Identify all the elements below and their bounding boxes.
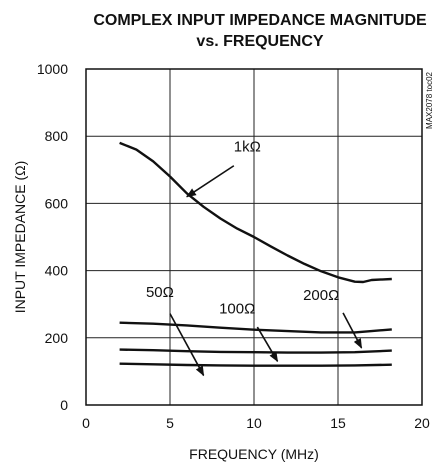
x-tick-label: 10 <box>246 415 262 431</box>
chart-title-line1: COMPLEX INPUT IMPEDANCE MAGNITUDE <box>93 12 427 29</box>
series-annotation-label: 200Ω <box>303 287 339 304</box>
series-line <box>119 348 392 354</box>
x-tick-label: 0 <box>82 415 90 431</box>
annotation-arrow <box>185 165 235 198</box>
series-lines <box>119 141 392 367</box>
plot-frame <box>85 68 423 406</box>
y-tick-label: 600 <box>45 195 69 211</box>
y-tick-label: 0 <box>60 397 68 413</box>
y-tick-label: 400 <box>45 263 69 279</box>
x-tick-label: 20 <box>414 415 430 431</box>
part-number-label: MAX2078 toc02 <box>425 71 434 128</box>
series-annotation-label: 100Ω <box>219 301 255 318</box>
series-line <box>119 141 392 284</box>
chart-title-line2: vs. FREQUENCY <box>196 33 323 50</box>
series-annotation-label: 50Ω <box>146 284 174 301</box>
annotation-arrow <box>342 312 363 349</box>
y-axis-label: INPUT IMPEDANCE (Ω) <box>12 161 28 314</box>
x-tick-label: 5 <box>166 415 174 431</box>
annotation-arrow <box>256 326 279 363</box>
y-axis-ticks: 0 200 400 600 800 1000 <box>37 61 68 413</box>
y-tick-label: 800 <box>45 128 69 144</box>
x-axis-label: FREQUENCY (MHz) <box>189 446 319 462</box>
x-axis-ticks: 0 5 10 15 20 <box>82 415 430 431</box>
series-annotations: 1kΩ 50Ω 100Ω 200Ω <box>146 138 363 377</box>
series-line <box>119 321 392 334</box>
y-tick-label: 200 <box>45 330 69 346</box>
series-annotation-label: 1kΩ <box>234 138 261 155</box>
y-tick-label: 1000 <box>37 61 68 77</box>
series-line <box>119 362 392 367</box>
annotation-arrow <box>169 313 205 377</box>
x-tick-label: 15 <box>330 415 346 431</box>
